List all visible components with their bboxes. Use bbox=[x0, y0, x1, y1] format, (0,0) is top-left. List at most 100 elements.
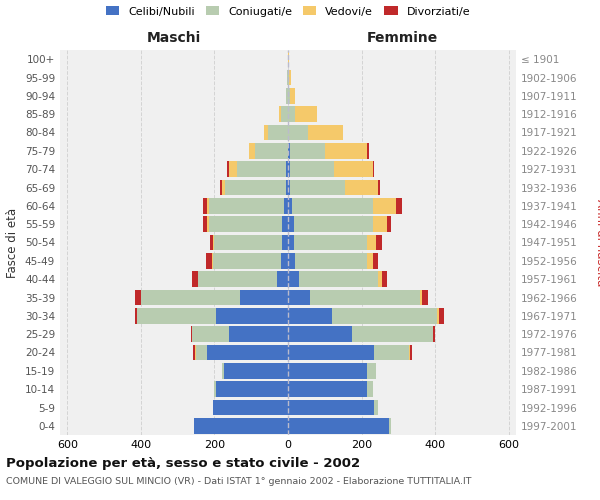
Bar bbox=[288, 400, 374, 415]
Bar bbox=[288, 70, 289, 86]
Bar bbox=[439, 308, 444, 324]
Y-axis label: Anni di nascita: Anni di nascita bbox=[594, 199, 600, 286]
Bar bbox=[206, 253, 212, 268]
Bar bbox=[295, 253, 367, 268]
Bar bbox=[367, 382, 373, 397]
Bar bbox=[281, 253, 288, 268]
Bar bbox=[264, 124, 268, 140]
Bar bbox=[421, 290, 422, 306]
Bar bbox=[389, 418, 391, 434]
Bar bbox=[250, 143, 255, 158]
Bar bbox=[367, 234, 376, 250]
Bar bbox=[194, 418, 288, 434]
Bar bbox=[288, 272, 299, 287]
Bar bbox=[290, 180, 345, 196]
Bar bbox=[293, 216, 373, 232]
Bar bbox=[352, 326, 433, 342]
Bar bbox=[203, 216, 207, 232]
Bar bbox=[229, 326, 288, 342]
Bar bbox=[299, 272, 378, 287]
Bar bbox=[255, 143, 288, 158]
Bar bbox=[227, 162, 229, 177]
Bar bbox=[136, 308, 137, 324]
Bar bbox=[367, 143, 369, 158]
Text: Femmine: Femmine bbox=[367, 30, 437, 44]
Bar bbox=[367, 253, 373, 268]
Bar bbox=[137, 308, 216, 324]
Text: COMUNE DI VALEGGIO SUL MINCIO (VR) - Dati ISTAT 1° gennaio 2002 - Elaborazione T: COMUNE DI VALEGGIO SUL MINCIO (VR) - Dat… bbox=[6, 478, 472, 486]
Bar bbox=[437, 308, 439, 324]
Bar bbox=[290, 162, 334, 177]
Bar bbox=[288, 52, 289, 67]
Bar bbox=[334, 162, 373, 177]
Bar bbox=[141, 290, 240, 306]
Bar bbox=[222, 180, 226, 196]
Bar bbox=[325, 143, 367, 158]
Bar bbox=[216, 382, 288, 397]
Bar bbox=[378, 180, 380, 196]
Bar bbox=[290, 143, 325, 158]
Bar bbox=[397, 198, 402, 214]
Bar bbox=[295, 106, 317, 122]
Bar bbox=[288, 180, 290, 196]
Bar bbox=[288, 216, 293, 232]
Bar bbox=[373, 162, 374, 177]
Bar bbox=[287, 70, 288, 86]
Text: Maschi: Maschi bbox=[147, 30, 201, 44]
Bar bbox=[214, 234, 283, 250]
Bar bbox=[284, 198, 288, 214]
Bar bbox=[374, 400, 378, 415]
Bar bbox=[345, 180, 378, 196]
Bar bbox=[277, 272, 288, 287]
Bar bbox=[288, 308, 332, 324]
Bar bbox=[290, 88, 295, 104]
Bar bbox=[207, 198, 209, 214]
Bar bbox=[214, 382, 216, 397]
Bar bbox=[332, 308, 437, 324]
Bar bbox=[193, 326, 229, 342]
Text: Popolazione per età, sesso e stato civile - 2002: Popolazione per età, sesso e stato civil… bbox=[6, 458, 360, 470]
Legend: Celibi/Nubili, Coniugati/e, Vedovi/e, Divorziati/e: Celibi/Nubili, Coniugati/e, Vedovi/e, Di… bbox=[101, 2, 475, 21]
Bar bbox=[293, 234, 367, 250]
Bar bbox=[224, 363, 288, 378]
Bar bbox=[376, 234, 382, 250]
Bar bbox=[422, 290, 428, 306]
Bar bbox=[283, 234, 288, 250]
Bar bbox=[222, 363, 224, 378]
Bar bbox=[374, 344, 409, 360]
Y-axis label: Fasce di età: Fasce di età bbox=[7, 208, 19, 278]
Bar bbox=[433, 326, 435, 342]
Bar bbox=[288, 143, 290, 158]
Bar bbox=[288, 326, 352, 342]
Bar bbox=[212, 253, 281, 268]
Bar bbox=[229, 162, 236, 177]
Bar bbox=[292, 198, 373, 214]
Bar bbox=[279, 106, 281, 122]
Bar bbox=[310, 290, 421, 306]
Bar bbox=[212, 400, 288, 415]
Bar bbox=[288, 88, 290, 104]
Bar bbox=[378, 272, 382, 287]
Bar bbox=[207, 344, 288, 360]
Bar bbox=[373, 216, 387, 232]
Bar bbox=[288, 418, 389, 434]
Bar bbox=[288, 344, 374, 360]
Bar bbox=[209, 234, 214, 250]
Bar bbox=[198, 272, 277, 287]
Bar bbox=[226, 180, 286, 196]
Bar bbox=[207, 216, 209, 232]
Bar bbox=[387, 216, 391, 232]
Bar bbox=[288, 234, 293, 250]
Bar bbox=[288, 290, 310, 306]
Bar bbox=[288, 124, 308, 140]
Bar bbox=[288, 106, 295, 122]
Bar bbox=[289, 70, 290, 86]
Bar bbox=[382, 272, 387, 287]
Bar bbox=[203, 198, 207, 214]
Bar bbox=[308, 124, 343, 140]
Bar bbox=[193, 272, 198, 287]
Bar bbox=[240, 290, 288, 306]
Bar bbox=[409, 344, 410, 360]
Bar bbox=[209, 216, 283, 232]
Bar bbox=[236, 162, 286, 177]
